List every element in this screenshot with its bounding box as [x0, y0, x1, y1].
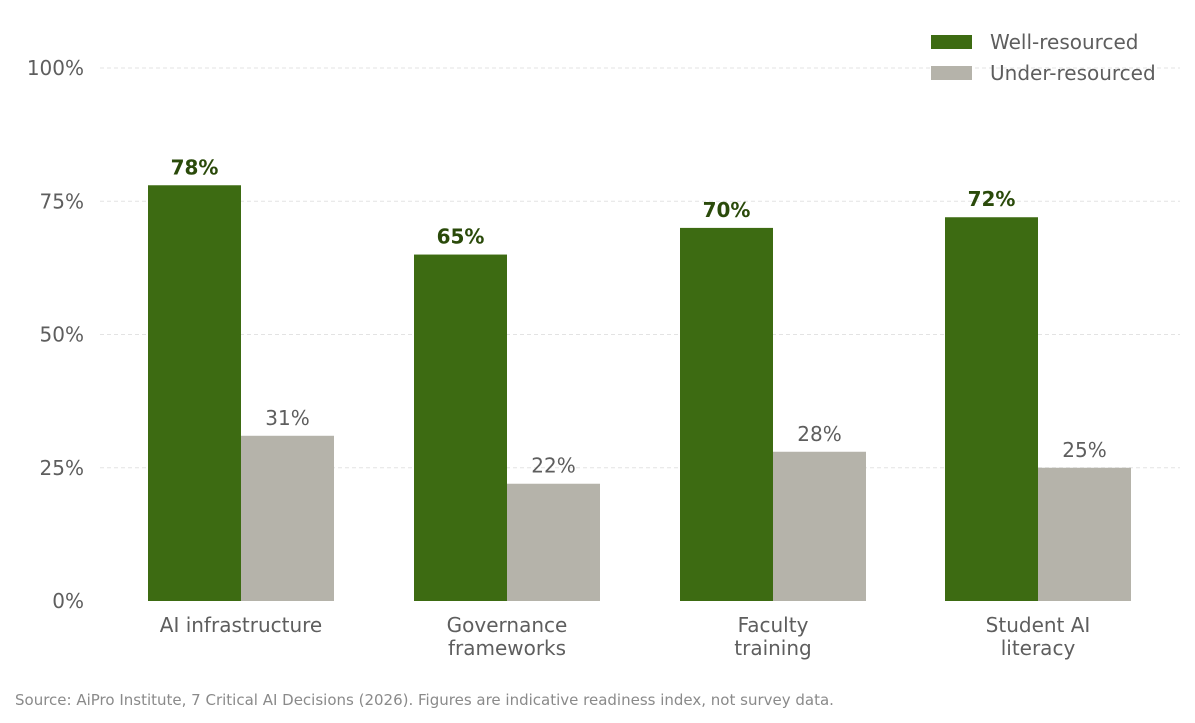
bar-value-label: 28% [797, 422, 841, 446]
legend-swatch [931, 66, 972, 80]
y-tick-label: 50% [40, 323, 84, 347]
bar-well-resourced [680, 227, 773, 601]
bar-value-labels: 78% 31% 65% 22% 70% 28% 72% 25% [171, 155, 1107, 477]
legend-label: Under-resourced [990, 61, 1156, 85]
y-tick-label: 100% [27, 56, 84, 80]
bar-value-label: 25% [1062, 438, 1106, 462]
source-note: Source: AiPro Institute, 7 Critical AI D… [15, 691, 834, 709]
bar-under-resourced [241, 435, 334, 601]
y-axis-tick-labels: 0% 25% 50% 75% 100% [27, 56, 84, 613]
bar-under-resourced [507, 483, 600, 601]
x-tick-label: Student AI literacy [986, 613, 1091, 660]
x-tick-label: Governance frameworks [447, 613, 568, 660]
bar-value-label: 22% [531, 454, 575, 478]
y-tick-label: 75% [40, 189, 84, 213]
bar-well-resourced [148, 185, 241, 601]
bar-under-resourced [773, 451, 866, 601]
bar-well-resourced [414, 254, 507, 602]
legend: Well-resourced Under-resourced [931, 30, 1156, 85]
bar-well-resourced [945, 217, 1038, 602]
bar-value-label: 65% [437, 225, 485, 249]
bar-value-label: 72% [968, 187, 1016, 211]
legend-label: Well-resourced [990, 30, 1138, 54]
y-tick-label: 0% [52, 589, 84, 613]
x-tick-label: AI infrastructure [160, 613, 322, 637]
bar-under-resourced [1038, 467, 1131, 601]
x-axis-tick-labels: AI infrastructure Governance frameworks Fac… [160, 613, 1091, 660]
bars [148, 185, 1131, 602]
legend-swatch [931, 35, 972, 49]
bar-value-label: 31% [265, 406, 309, 430]
y-tick-label: 25% [40, 456, 84, 480]
x-tick-label: Faculty training [734, 613, 811, 660]
bar-value-label: 70% [703, 198, 751, 222]
bar-value-label: 78% [171, 155, 219, 179]
